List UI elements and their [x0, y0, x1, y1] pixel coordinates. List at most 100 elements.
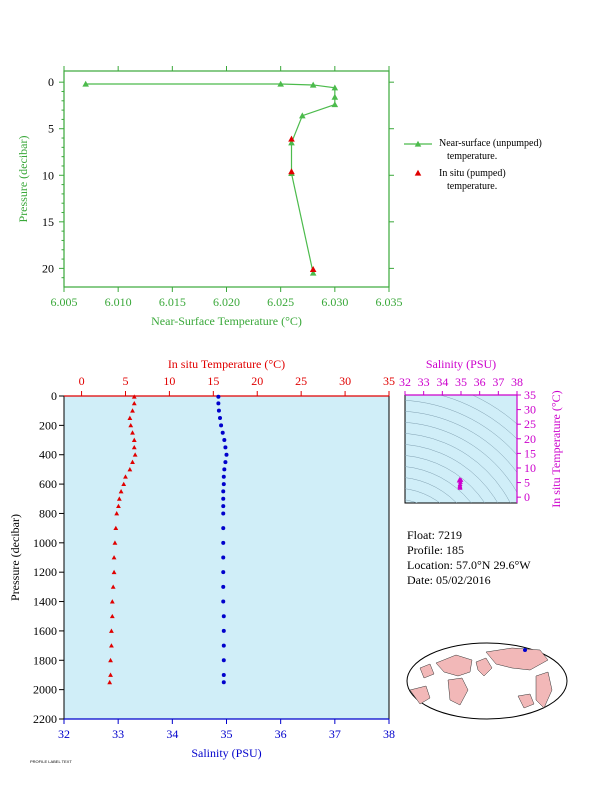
temp-tick-label: 20 [251, 374, 263, 388]
salinity-point [221, 643, 226, 648]
ts-x-axis-label: Salinity (PSU) [426, 357, 496, 371]
salinity-point [216, 401, 221, 406]
salinity-point [221, 672, 226, 677]
salinity-point [221, 658, 226, 663]
temp-axis-label: In situ Temperature (°C) [168, 357, 285, 371]
temperature-point [130, 430, 135, 435]
legend-insitu-label-1: In situ (pumped) [439, 168, 506, 179]
profile-number: Profile: 185 [407, 543, 464, 557]
temp-tick-label: 35 [383, 374, 395, 388]
temperature-point [131, 444, 137, 450]
salinity-tick-label: 36 [275, 727, 287, 741]
salinity-point [223, 460, 228, 465]
x-axis-label: Near-Surface Temperature (°C) [151, 314, 302, 328]
salinity-point [221, 489, 226, 494]
salinity-tick-label: 34 [166, 727, 178, 741]
salinity-point [221, 680, 226, 685]
y-tick-label: 5 [48, 122, 54, 136]
salinity-point [221, 599, 226, 604]
near-surface-point [309, 269, 317, 276]
ts-x-tick-label: 32 [399, 375, 411, 389]
salinity-point [221, 474, 226, 479]
salinity-point [221, 526, 226, 531]
ts-y-tick-label: 10 [524, 461, 536, 475]
near-surface-point [299, 112, 306, 119]
near-surface-temperature-chart: 6.005 6.010 6.015 6.020 6.025 6.030 6.035 0 5 10 1… [16, 66, 432, 328]
temperature-point [110, 584, 116, 589]
salinity-tick-label: 33 [112, 727, 124, 741]
salinity-point [219, 423, 224, 428]
y-axis-label: Pressure (decibar) [16, 136, 30, 223]
pressure-tick-label: 1000 [33, 536, 57, 550]
ts-y-axis-label: In situ Temperature (°C) [549, 390, 563, 507]
map-landmass [535, 671, 553, 709]
float-number: Float: 7219 [407, 528, 463, 542]
ts-y-tick-label: 5 [524, 476, 530, 490]
temperature-point [112, 540, 118, 545]
temperature-point [130, 408, 135, 413]
near-surface-point [331, 84, 339, 91]
salinity-point [224, 452, 229, 457]
temperature-point [116, 496, 122, 501]
map-landmass [475, 657, 493, 677]
pressure-axis-label: Pressure (decibar) [8, 514, 22, 601]
x-tick-label: 6.015 [159, 295, 186, 309]
ts-point [457, 485, 463, 490]
ts-point [458, 479, 463, 484]
plot-area [63, 395, 390, 720]
legend-insitu-label-2: temperature. [447, 181, 498, 192]
temperature-point [107, 679, 113, 685]
map-landmass [435, 654, 473, 677]
ts-x-tick-label: 38 [511, 375, 523, 389]
temperature-point [111, 569, 117, 575]
temp-tick-label: 0 [79, 374, 85, 388]
date: Date: 05/02/2016 [407, 573, 491, 587]
map-landmass [447, 677, 469, 706]
salinity-point [218, 416, 222, 421]
map-landmass [409, 685, 431, 705]
salinity-point [221, 540, 226, 545]
insitu-point [309, 266, 317, 272]
temperature-point [127, 415, 133, 420]
x-tick-label: 6.010 [105, 295, 132, 309]
ts-y-tick-label: 15 [524, 446, 536, 460]
temperature-point [113, 525, 119, 531]
temp-tick-label: 10 [163, 374, 175, 388]
temperature-point [108, 657, 113, 663]
temp-tick-label: 15 [207, 374, 219, 388]
pressure-tick-label: 400 [39, 448, 57, 462]
ts-y-tick-label: 0 [524, 490, 530, 504]
temperature-point [114, 511, 120, 516]
ts-point [457, 476, 463, 482]
salinity-point [221, 570, 226, 575]
temperature-point [109, 643, 114, 648]
salinity-point [221, 628, 226, 633]
temperature-point [132, 452, 138, 457]
salinity-tick-label: 32 [58, 727, 70, 741]
temperature-point [121, 481, 127, 487]
near-surface-point [288, 139, 295, 146]
salinity-point [216, 394, 221, 399]
x-tick-label: 6.025 [267, 295, 294, 309]
ts-x-tick-label: 35 [455, 375, 467, 389]
salinity-tick-label: 38 [383, 727, 395, 741]
temperature-point [131, 394, 137, 399]
y-tick-label: 20 [42, 261, 54, 275]
temperature-point [127, 467, 133, 472]
salinity-point [221, 511, 226, 516]
temperature-point [109, 613, 115, 619]
pressure-tick-label: 2200 [33, 712, 57, 726]
x-tick-label: 6.030 [321, 295, 348, 309]
ts-y-tick-label: 30 [524, 403, 536, 417]
salinity-point [220, 430, 225, 435]
pressure-tick-label: 0 [51, 389, 57, 403]
temperature-point [128, 422, 134, 428]
pressure-tick-label: 800 [39, 506, 57, 520]
temperature-point [130, 459, 135, 464]
salinity-point [223, 445, 228, 450]
y-tick-label: 15 [42, 215, 54, 229]
pressure-tick-label: 200 [39, 418, 57, 432]
location: Location: 57.0°N 29.6°W [407, 558, 531, 572]
salinity-point [221, 555, 226, 560]
